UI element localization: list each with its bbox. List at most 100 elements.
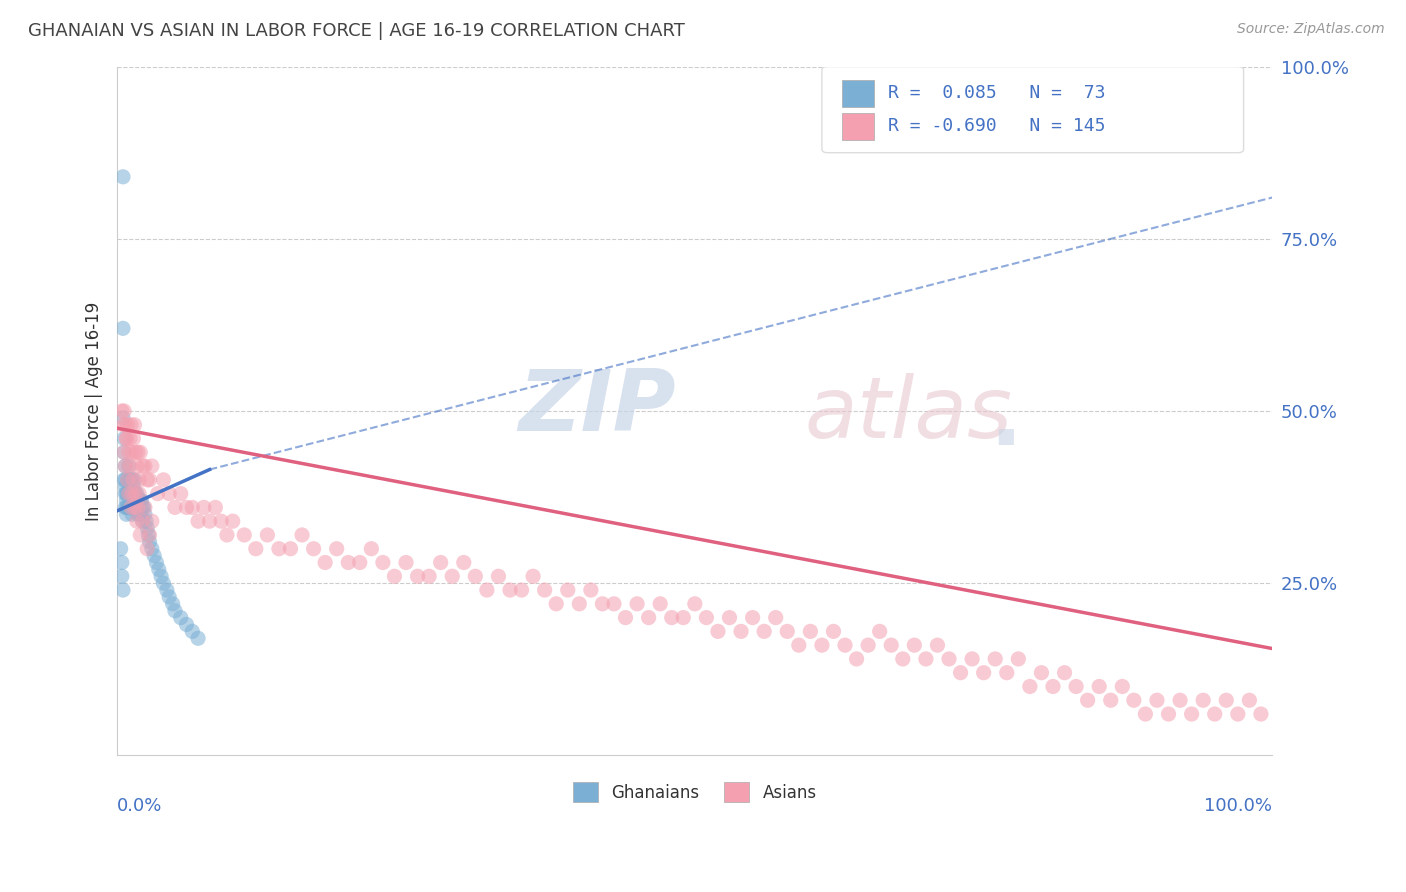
- Point: [1239, 693, 1261, 707]
- Point: [845, 652, 868, 666]
- Point: [765, 610, 787, 624]
- Point: [707, 624, 730, 639]
- Point: [129, 493, 152, 508]
- Point: [718, 610, 741, 624]
- Point: [127, 445, 149, 459]
- Text: R =  0.085   N =  73: R = 0.085 N = 73: [887, 84, 1105, 102]
- Text: 0.0%: 0.0%: [117, 797, 163, 814]
- Point: [614, 610, 637, 624]
- Point: [395, 556, 418, 570]
- Point: [233, 528, 256, 542]
- Point: [170, 610, 193, 624]
- Point: [1204, 706, 1226, 721]
- Point: [118, 486, 141, 500]
- Point: [661, 610, 683, 624]
- Point: [114, 473, 136, 487]
- Point: [157, 590, 180, 604]
- Point: [429, 556, 451, 570]
- Point: [915, 652, 938, 666]
- Point: [111, 404, 134, 418]
- Point: [125, 486, 148, 500]
- Point: [488, 569, 510, 583]
- Point: [193, 500, 215, 515]
- Text: R = -0.690   N = 145: R = -0.690 N = 145: [887, 117, 1105, 135]
- Point: [122, 493, 145, 508]
- Point: [1192, 693, 1215, 707]
- Bar: [842, 80, 875, 106]
- Point: [1146, 693, 1168, 707]
- Point: [280, 541, 302, 556]
- Point: [811, 638, 834, 652]
- FancyBboxPatch shape: [823, 67, 1243, 153]
- Point: [132, 500, 155, 515]
- Point: [880, 638, 903, 652]
- Point: [204, 500, 226, 515]
- Point: [156, 582, 179, 597]
- Text: ZIP: ZIP: [517, 366, 675, 449]
- Point: [475, 582, 498, 597]
- Point: [325, 541, 347, 556]
- Point: [973, 665, 995, 680]
- Point: [823, 624, 845, 639]
- Point: [927, 638, 949, 652]
- Bar: [842, 113, 875, 140]
- Point: [371, 556, 394, 570]
- Point: [683, 597, 706, 611]
- Point: [1018, 680, 1040, 694]
- Point: [120, 486, 142, 500]
- Point: [114, 480, 136, 494]
- Point: [1168, 693, 1191, 707]
- Point: [869, 624, 891, 639]
- Text: Source: ZipAtlas.com: Source: ZipAtlas.com: [1237, 22, 1385, 37]
- Point: [741, 610, 763, 624]
- Point: [135, 514, 157, 528]
- Point: [128, 508, 150, 522]
- Point: [1215, 693, 1237, 707]
- Point: [127, 508, 149, 522]
- Point: [557, 582, 579, 597]
- Point: [124, 417, 146, 432]
- Point: [187, 632, 209, 646]
- Point: [787, 638, 810, 652]
- Point: [949, 665, 972, 680]
- Point: [127, 493, 149, 508]
- Point: [856, 638, 879, 652]
- Point: [163, 604, 186, 618]
- Point: [112, 404, 135, 418]
- Point: [1064, 680, 1087, 694]
- Point: [267, 541, 290, 556]
- Point: [118, 486, 141, 500]
- Point: [129, 508, 152, 522]
- Point: [136, 473, 159, 487]
- Point: [124, 486, 146, 500]
- Point: [117, 486, 139, 500]
- Point: [118, 459, 141, 474]
- Point: [1031, 665, 1053, 680]
- Point: [131, 514, 153, 528]
- Point: [118, 500, 141, 515]
- Point: [834, 638, 856, 652]
- Point: [138, 473, 160, 487]
- Point: [122, 473, 145, 487]
- Point: [117, 473, 139, 487]
- Point: [672, 610, 695, 624]
- Point: [124, 486, 146, 500]
- Point: [626, 597, 648, 611]
- Point: [337, 556, 360, 570]
- Point: [115, 432, 138, 446]
- Point: [127, 500, 149, 515]
- Point: [129, 445, 152, 459]
- Point: [533, 582, 555, 597]
- Point: [145, 556, 167, 570]
- Point: [114, 486, 136, 500]
- Point: [406, 569, 429, 583]
- Point: [115, 493, 138, 508]
- Point: [441, 569, 464, 583]
- Point: [125, 500, 148, 515]
- Point: [215, 528, 238, 542]
- Point: [134, 508, 156, 522]
- Legend: Ghanaians, Asians: Ghanaians, Asians: [567, 775, 824, 809]
- Point: [118, 473, 141, 487]
- Point: [752, 624, 775, 639]
- Point: [799, 624, 821, 639]
